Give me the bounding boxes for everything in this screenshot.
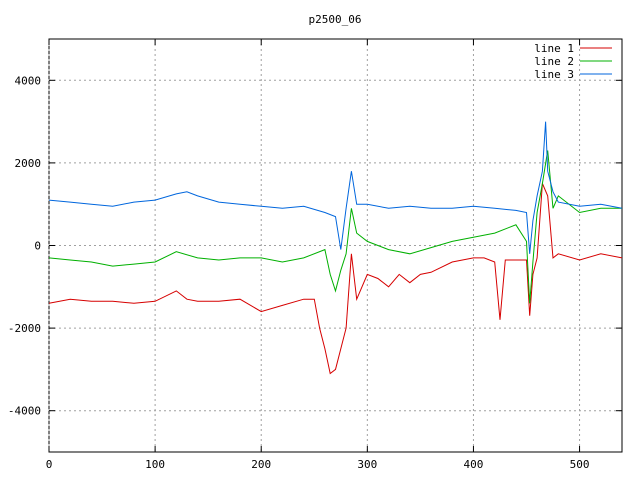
x-tick-label: 400 — [464, 458, 484, 471]
series-line-1 — [48, 183, 623, 375]
x-tick-label: 0 — [46, 458, 53, 471]
legend-label-1: line 1 — [534, 42, 574, 55]
series-group — [48, 121, 623, 375]
chart-title: p2500_06 — [309, 13, 362, 26]
y-tick-label: 0 — [34, 240, 41, 253]
y-tick-label: 4000 — [15, 74, 42, 87]
series-line-2 — [48, 150, 622, 304]
series-line-3 — [48, 121, 623, 254]
y-tick-label: 2000 — [15, 157, 42, 170]
axis-ticks: 0 100 200 300 400 500 -4000 -2000 0 2000 4000 — [8, 39, 622, 471]
x-tick-label: 500 — [570, 458, 590, 471]
x-tick-label: 200 — [251, 458, 271, 471]
legend-label-2: line 2 — [534, 55, 574, 68]
x-tick-label: 100 — [145, 458, 165, 471]
y-tick-label: -4000 — [8, 405, 41, 418]
legend-label-3: line 3 — [534, 68, 574, 81]
x-tick-label: 300 — [357, 458, 377, 471]
y-tick-label: -2000 — [8, 322, 41, 335]
